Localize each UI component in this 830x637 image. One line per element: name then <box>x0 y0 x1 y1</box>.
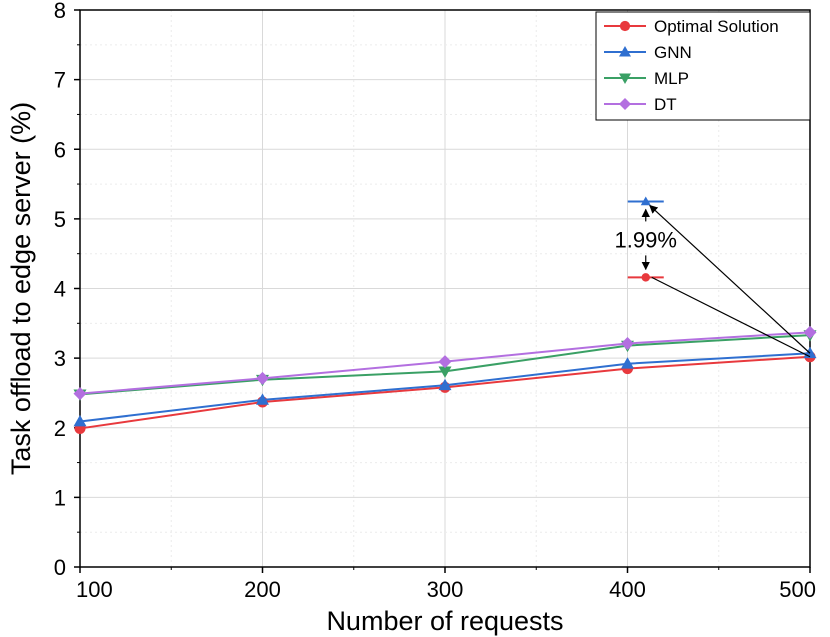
data-point-dt <box>803 325 817 339</box>
y-tick-label: 5 <box>54 207 66 232</box>
y-tick-label: 6 <box>54 137 66 162</box>
annotation-upper-marker <box>640 196 651 206</box>
data-point-dt <box>256 371 269 385</box>
data-point-gnn <box>73 414 87 427</box>
data-point-gnn <box>256 393 269 405</box>
legend-label: GNN <box>654 43 692 62</box>
data-point-gnn <box>621 357 634 369</box>
legend-swatch-marker <box>619 46 631 57</box>
x-tick-label: 300 <box>427 577 464 602</box>
legend-swatch-marker <box>619 20 631 32</box>
legend-label: DT <box>654 95 677 114</box>
annotation-pointer-lower <box>651 276 811 358</box>
legend-item-optimal-solution: Optimal Solution <box>604 17 779 36</box>
legend-swatch-marker <box>619 98 631 110</box>
data-point-dt <box>621 337 634 351</box>
data-point-gnn <box>438 378 452 391</box>
annotation-label: 1.99% <box>615 227 677 252</box>
legend-swatch-marker <box>619 73 631 84</box>
series-layer <box>73 325 817 434</box>
legend-label: MLP <box>654 69 689 88</box>
y-tick-label: 2 <box>54 416 66 441</box>
data-point-mlp <box>438 366 452 378</box>
x-tick-label: 400 <box>609 577 646 602</box>
x-tick-label: 200 <box>244 577 281 602</box>
x-axis-label: Number of requests <box>326 606 563 636</box>
x-tick-label: 500 <box>779 577 816 602</box>
legend-item-mlp: MLP <box>604 69 689 88</box>
data-point-dt <box>73 387 87 401</box>
legend-box <box>595 11 811 121</box>
y-tick-label: 8 <box>54 0 66 23</box>
legend-item-gnn: GNN <box>604 43 692 62</box>
y-tick-label: 7 <box>54 68 66 93</box>
y-tick-label: 0 <box>54 555 66 580</box>
axis-ticks: 100 200 300 400 500 0 1 2 3 4 5 6 7 8 <box>54 0 816 602</box>
annotation: 1.99% <box>615 196 811 358</box>
series-dt <box>73 325 817 401</box>
annotation-pointer-upper <box>649 204 811 354</box>
x-tick-label: 100 <box>76 577 113 602</box>
annotation-lower-marker <box>641 273 650 282</box>
y-tick-label: 1 <box>54 485 66 510</box>
legend: Optimal Solution GNN MLP DT <box>595 11 811 121</box>
legend-label: Optimal Solution <box>654 17 779 36</box>
y-tick-label: 4 <box>54 277 66 302</box>
y-tick-label: 3 <box>54 346 66 371</box>
legend-item-dt: DT <box>604 95 677 114</box>
data-point-dt <box>438 355 452 369</box>
series-gnn <box>73 346 817 427</box>
y-axis-label: Task offload to edge server (%) <box>6 102 36 475</box>
